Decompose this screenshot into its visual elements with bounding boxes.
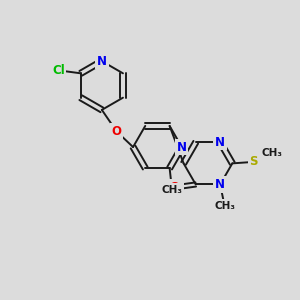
Text: Cl: Cl <box>52 64 65 77</box>
Text: N: N <box>97 55 107 68</box>
Text: O: O <box>112 125 122 138</box>
Text: N: N <box>215 136 225 149</box>
Text: N: N <box>215 178 225 191</box>
Text: CH₃: CH₃ <box>261 148 282 158</box>
Text: O: O <box>169 181 179 194</box>
Text: CH₃: CH₃ <box>161 184 182 194</box>
Text: S: S <box>250 155 258 168</box>
Text: N: N <box>177 140 187 154</box>
Text: CH₃: CH₃ <box>214 201 235 211</box>
